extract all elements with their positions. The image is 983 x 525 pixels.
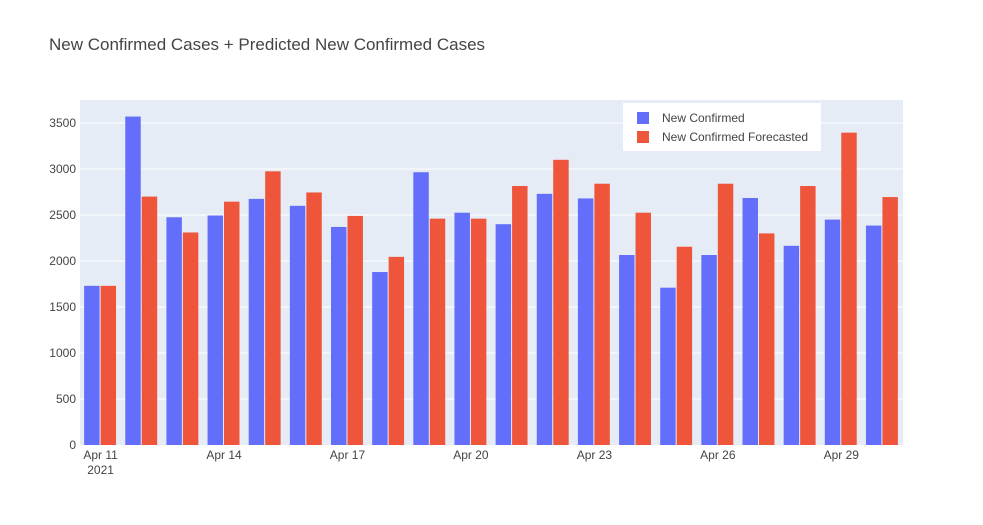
y-tick-label: 1500 <box>49 300 76 314</box>
legend-swatch[interactable] <box>637 112 649 124</box>
bar-new-confirmed-forecasted[interactable] <box>470 218 487 445</box>
x-tick-label: Apr 20 <box>453 448 489 462</box>
bar-new-confirmed[interactable] <box>577 198 594 445</box>
bar-new-confirmed[interactable] <box>125 116 141 445</box>
bar-new-confirmed[interactable] <box>331 226 347 445</box>
bar-new-confirmed-forecasted[interactable] <box>224 201 240 445</box>
legend-label[interactable]: New Confirmed Forecasted <box>662 130 808 144</box>
bars <box>84 116 898 446</box>
bar-new-confirmed-forecasted[interactable] <box>553 159 569 446</box>
bar-new-confirmed[interactable] <box>783 245 800 445</box>
y-tick-label: 2500 <box>49 208 76 222</box>
legend-swatch[interactable] <box>637 131 649 143</box>
bar-new-confirmed-forecasted[interactable] <box>635 212 651 445</box>
bar-new-confirmed-forecasted[interactable] <box>841 132 857 445</box>
bar-new-confirmed[interactable] <box>372 272 388 445</box>
y-tick-label: 2000 <box>49 254 76 268</box>
bar-new-confirmed-forecasted[interactable] <box>882 197 898 445</box>
bar-new-confirmed-forecasted[interactable] <box>594 183 610 445</box>
y-tick-label: 0 <box>69 438 76 452</box>
y-tick-label: 500 <box>56 392 76 406</box>
y-tick-label: 3000 <box>49 162 76 176</box>
bar-new-confirmed-forecasted[interactable] <box>100 285 117 445</box>
bar-new-confirmed[interactable] <box>495 224 512 445</box>
x-tick-label: Apr 23 <box>577 448 613 462</box>
chart-title: New Confirmed Cases + Predicted New Conf… <box>49 35 485 54</box>
bar-new-confirmed-forecasted[interactable] <box>265 171 281 446</box>
bar-new-confirmed[interactable] <box>248 198 265 445</box>
x-tick-label: Apr 29 <box>824 448 860 462</box>
bar-new-confirmed[interactable] <box>865 225 882 445</box>
x-tick-label: Apr 17 <box>330 448 366 462</box>
x-tick-sublabel: 2021 <box>87 463 114 477</box>
bar-new-confirmed-forecasted[interactable] <box>388 256 405 445</box>
bar-new-confirmed[interactable] <box>536 193 553 445</box>
y-tick-label: 1000 <box>49 346 76 360</box>
y-axis-ticks: 0 500 1000 1500 2000 2500 3000 3500 <box>49 116 76 452</box>
legend-box <box>623 103 821 151</box>
bar-new-confirmed[interactable] <box>454 212 470 445</box>
bar-new-confirmed-forecasted[interactable] <box>758 233 775 445</box>
bar-new-confirmed-forecasted[interactable] <box>429 218 446 445</box>
y-tick-label: 3500 <box>49 116 76 130</box>
x-tick-label: Apr 26 <box>700 448 736 462</box>
bar-new-confirmed-forecasted[interactable] <box>347 215 363 445</box>
bar-new-confirmed-forecasted[interactable] <box>182 232 199 445</box>
bar-new-confirmed-forecasted[interactable] <box>676 246 693 445</box>
bar-new-confirmed[interactable] <box>289 205 306 445</box>
x-tick-label: Apr 11 <box>83 448 118 462</box>
bar-new-confirmed[interactable] <box>701 255 717 445</box>
bar-new-confirmed-forecasted[interactable] <box>512 186 528 445</box>
bar-new-confirmed-forecasted[interactable] <box>306 192 322 445</box>
bar-new-confirmed-forecasted[interactable] <box>717 183 734 445</box>
bar-new-confirmed[interactable] <box>619 255 635 445</box>
bar-new-confirmed[interactable] <box>84 285 100 445</box>
bar-new-confirmed[interactable] <box>742 197 758 445</box>
bar-new-confirmed-forecasted[interactable] <box>141 196 158 445</box>
bar-new-confirmed[interactable] <box>413 172 429 445</box>
bar-new-confirmed[interactable] <box>166 217 182 445</box>
bar-new-confirmed[interactable] <box>660 287 676 445</box>
plot-area <box>80 100 903 445</box>
legend[interactable]: New Confirmed New Confirmed Forecasted <box>623 103 821 151</box>
bar-new-confirmed[interactable] <box>824 219 841 445</box>
legend-label[interactable]: New Confirmed <box>662 111 745 125</box>
bar-new-confirmed[interactable] <box>207 215 224 445</box>
x-tick-label: Apr 14 <box>206 448 242 462</box>
bar-new-confirmed-forecasted[interactable] <box>800 186 816 445</box>
